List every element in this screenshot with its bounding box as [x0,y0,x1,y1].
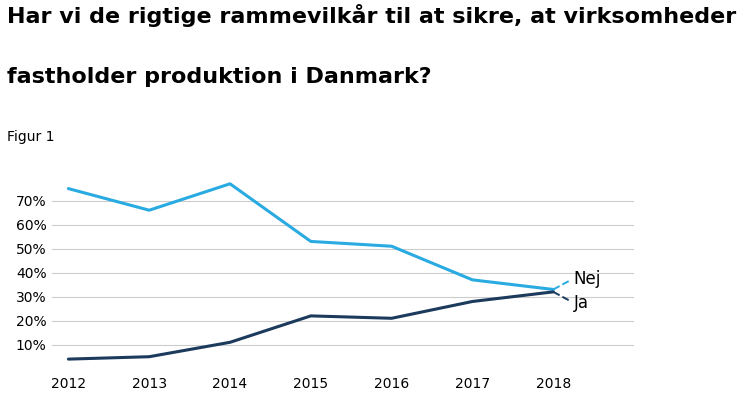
Text: Figur 1: Figur 1 [7,130,55,144]
Text: Nej: Nej [574,270,601,288]
Text: fastholder produktion i Danmark?: fastholder produktion i Danmark? [7,67,432,87]
Text: Ja: Ja [574,294,589,312]
Text: Har vi de rigtige rammevilkår til at sikre, at virksomheder: Har vi de rigtige rammevilkår til at sik… [7,4,737,27]
